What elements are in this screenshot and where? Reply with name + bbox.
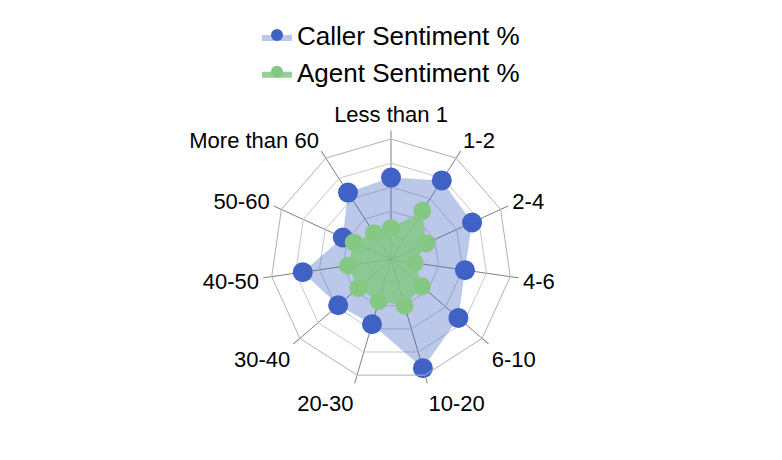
svg-text:Agent Sentiment %: Agent Sentiment % <box>297 58 520 88</box>
svg-text:2-4: 2-4 <box>512 189 544 214</box>
svg-text:6-10: 6-10 <box>492 347 536 372</box>
svg-text:More than 60: More than 60 <box>189 128 319 153</box>
svg-text:4-6: 4-6 <box>523 269 555 294</box>
svg-text:50-60: 50-60 <box>213 189 269 214</box>
svg-text:1-2: 1-2 <box>463 128 495 153</box>
svg-text:20-30: 20-30 <box>297 391 353 416</box>
svg-text:Less than 1: Less than 1 <box>334 102 448 127</box>
svg-text:30-40: 30-40 <box>234 347 290 372</box>
svg-text:40-50: 40-50 <box>203 269 259 294</box>
svg-text:Caller Sentiment %: Caller Sentiment % <box>297 21 520 51</box>
svg-text:10-20: 10-20 <box>429 391 485 416</box>
